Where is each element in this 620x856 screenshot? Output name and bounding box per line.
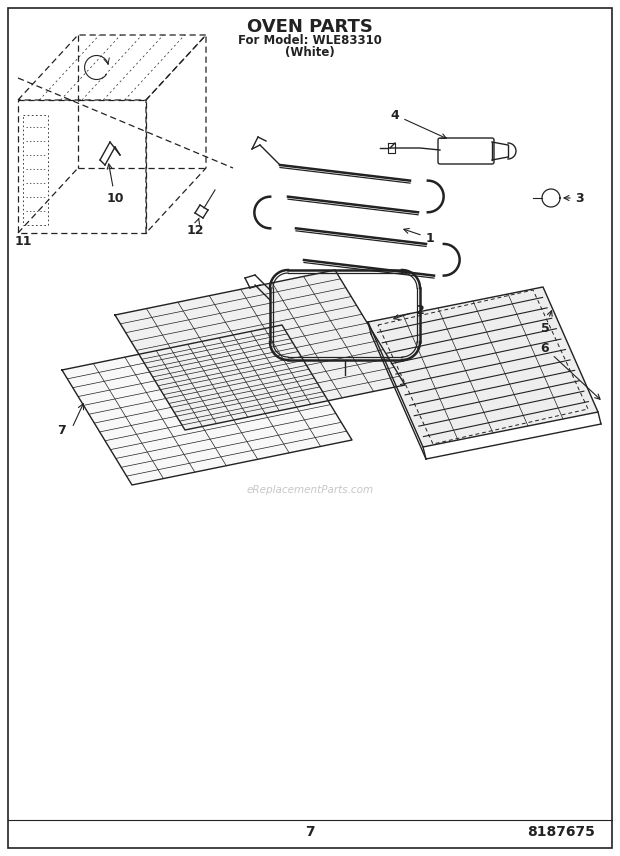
- Text: eReplacementParts.com: eReplacementParts.com: [246, 485, 374, 495]
- Text: 6: 6: [541, 342, 600, 399]
- Text: For Model: WLE83310: For Model: WLE83310: [238, 34, 382, 47]
- Text: 4: 4: [391, 109, 446, 139]
- Text: 8187675: 8187675: [527, 825, 595, 839]
- Text: 12: 12: [186, 218, 204, 236]
- Polygon shape: [368, 287, 598, 447]
- Text: OVEN PARTS: OVEN PARTS: [247, 18, 373, 36]
- Polygon shape: [62, 325, 352, 485]
- Text: 3: 3: [564, 192, 584, 205]
- Text: 10: 10: [106, 164, 124, 205]
- Text: 5: 5: [541, 311, 552, 335]
- Text: 7: 7: [58, 424, 66, 437]
- Text: 1: 1: [404, 229, 435, 245]
- Text: 7: 7: [305, 825, 315, 839]
- Text: 11: 11: [14, 235, 32, 248]
- Text: (White): (White): [285, 46, 335, 59]
- Text: 2: 2: [394, 304, 424, 319]
- Polygon shape: [115, 270, 405, 430]
